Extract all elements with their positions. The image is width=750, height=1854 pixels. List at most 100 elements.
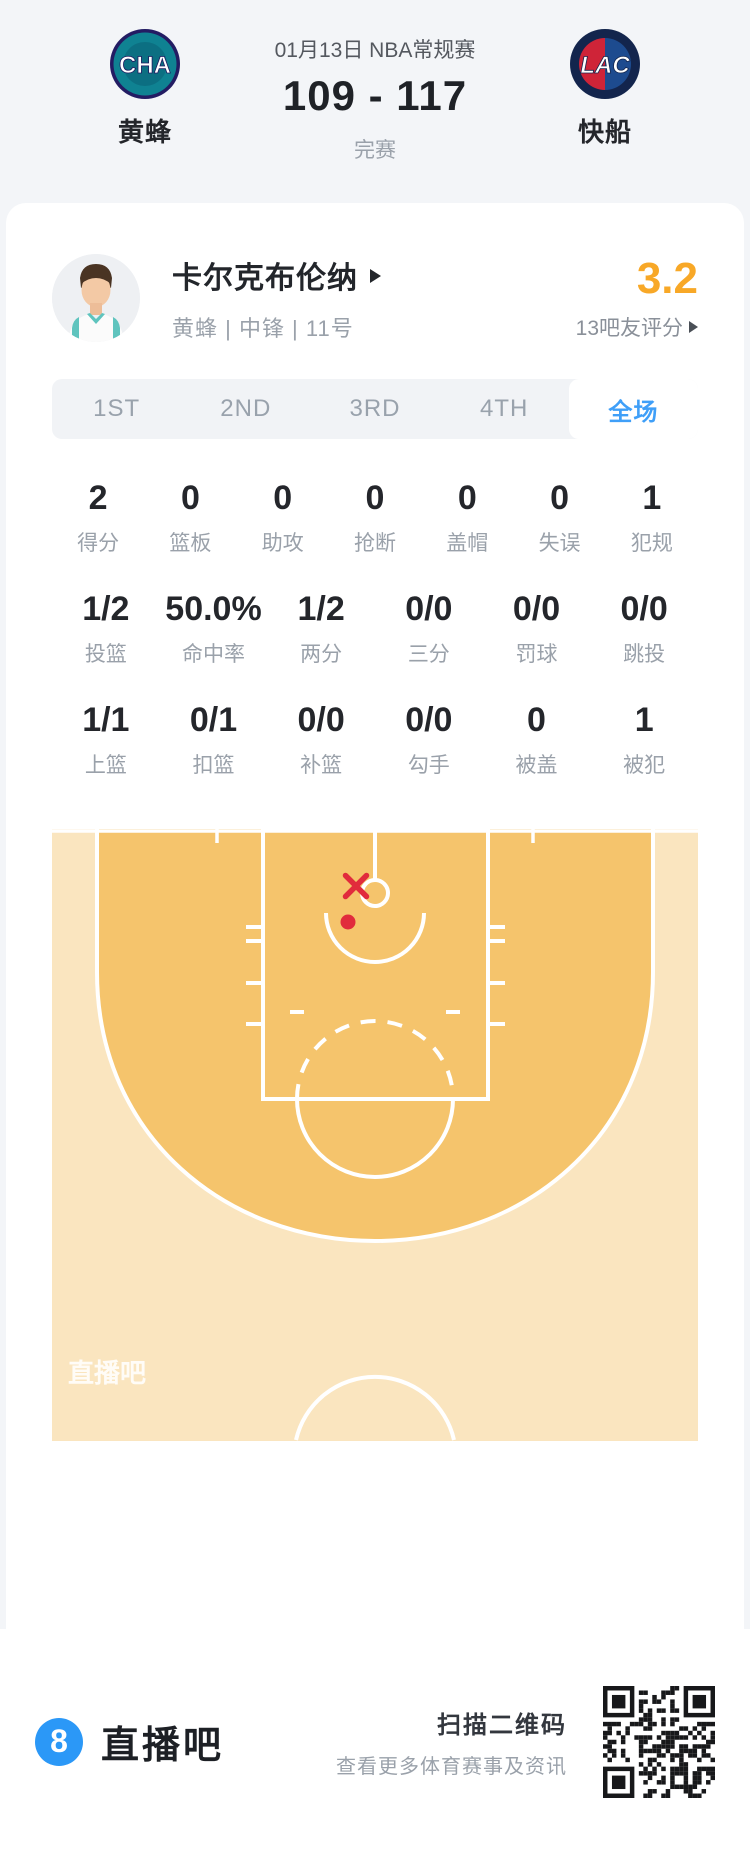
stat-putback: 0/0 补篮 (267, 701, 375, 779)
qr-code (603, 1685, 715, 1798)
qr-subtitle: 查看更多体育赛事及资讯 (336, 1755, 567, 1778)
match-header: CHA 黄蜂 01月13日 NBA常规赛 109 - 117 完赛 LAC 快船 (0, 0, 750, 203)
stat-value: 1/1 (82, 701, 130, 739)
player-name-row[interactable]: 卡尔克布伦纳 (172, 253, 576, 297)
stat-jumpshot: 0/0 跳投 (590, 590, 698, 668)
tab-1st[interactable]: 1ST (52, 379, 181, 439)
free-throw-circle-dashed (295, 1019, 455, 1100)
shot-chart-court: 直播吧 (52, 829, 698, 1441)
stat-label: 投篮 (84, 643, 127, 666)
stat-value: 1/2 (82, 590, 130, 628)
left-lane-hash-marks (246, 925, 263, 1026)
court-inner-area (97, 829, 653, 1241)
stat-ft: 0/0 罚球 (483, 590, 591, 668)
rating-value: 3.2 (636, 254, 698, 303)
stat-layup: 1/1 上篮 (52, 701, 160, 779)
stat-label: 跳投 (623, 643, 666, 666)
tab-2nd[interactable]: 2ND (181, 379, 310, 439)
stat-value: 1 (634, 701, 654, 739)
lane-box (261, 829, 490, 1101)
match-score: 109 - 117 (282, 72, 468, 119)
stat-value: 0 (180, 479, 200, 517)
three-point-line (95, 829, 655, 1244)
rating-arrow-icon (689, 321, 698, 333)
player-meta: 黄蜂 | 中锋 | 11号 (172, 316, 354, 341)
missed-shot-marker (342, 872, 370, 900)
right-lane-hash-marks (488, 925, 505, 1026)
stat-value: 0/0 (297, 701, 345, 739)
stat-fg: 1/2 投篮 (52, 590, 160, 668)
tab-full-game[interactable]: 全场 (568, 379, 699, 439)
qr-title: 扫描二维码 (437, 1711, 567, 1739)
stat-value: 50.0% (165, 590, 262, 628)
stats-row-basic: 2 得分 0 篮板 0 助攻 0 抢断 0 盖帽 0 失误 1 犯规 (6, 479, 744, 557)
stat-value: 0 (527, 701, 546, 739)
stat-label: 犯规 (630, 532, 673, 555)
stat-fouled: 1 被犯 (590, 701, 698, 779)
stat-label: 被犯 (623, 754, 666, 777)
qr-text-block: 扫描二维码 查看更多体育赛事及资讯 (336, 1705, 567, 1779)
svg-text:LAC: LAC (580, 52, 630, 79)
stat-label: 得分 (77, 532, 120, 555)
stat-steals: 0 抢断 (329, 479, 421, 557)
restricted-area-arc (324, 912, 426, 964)
court-watermark: 直播吧 (68, 1358, 146, 1388)
stat-label: 被盖 (515, 754, 558, 777)
stat-value: 2 (88, 479, 108, 517)
player-name: 卡尔克布伦纳 (172, 262, 358, 295)
tab-4th[interactable]: 4TH (440, 379, 569, 439)
stat-label: 上篮 (84, 754, 127, 777)
qr-code-image (603, 1685, 715, 1798)
away-team[interactable]: LAC 快船 (520, 28, 690, 149)
match-date: 01月13日 NBA常规赛 (274, 39, 476, 62)
court-lines (52, 829, 698, 1441)
stat-turnovers: 0 失误 (513, 479, 605, 557)
player-row: 卡尔克布伦纳 黄蜂 | 中锋 | 11号 3.2 13吧友评分 (6, 203, 744, 343)
brand-name: 直播吧 (101, 1725, 225, 1767)
brand-8-icon: 8 (35, 1717, 83, 1766)
stat-label: 两分 (300, 643, 343, 666)
match-status: 完赛 (354, 139, 396, 162)
stat-fg-pct: 50.0% 命中率 (160, 590, 268, 668)
stat-value: 0/0 (405, 701, 453, 739)
stat-blocks: 0 盖帽 (421, 479, 513, 557)
stat-label: 盖帽 (446, 532, 489, 555)
rating-box: 3.2 13吧友评分 (576, 254, 698, 342)
stat-label: 命中率 (181, 643, 245, 666)
stat-value: 0/0 (405, 590, 453, 628)
footer: 8 直播吧 扫描二维码 查看更多体育赛事及资讯 (0, 1629, 750, 1854)
stat-dunk: 0/1 扣篮 (160, 701, 268, 779)
home-team[interactable]: CHA 黄蜂 (60, 28, 230, 149)
free-throw-circle-solid (295, 1098, 455, 1179)
rating-label: 13吧友评分 (575, 317, 683, 340)
player-info: 卡尔克布伦纳 黄蜂 | 中锋 | 11号 (172, 253, 576, 343)
stat-value: 0 (550, 479, 570, 517)
stat-value: 1/2 (297, 590, 345, 628)
player-avatar[interactable] (52, 254, 140, 342)
stat-3pt: 0/0 三分 (375, 590, 483, 668)
stats-row-shooting: 1/2 投篮 50.0% 命中率 1/2 两分 0/0 三分 0/0 罚球 0/0 跳投 (6, 590, 744, 668)
rating-label-row[interactable]: 13吧友评分 (576, 312, 698, 342)
stat-value: 0 (457, 479, 477, 517)
stat-value: 0 (365, 479, 385, 517)
away-team-logo-lac: LAC (570, 29, 640, 99)
away-team-name: 快船 (577, 117, 632, 147)
player-stats-card: 卡尔克布伦纳 黄蜂 | 中锋 | 11号 3.2 13吧友评分 1ST 2ND … (6, 203, 744, 1629)
stat-label: 篮板 (169, 532, 212, 555)
brand: 8 直播吧 (35, 1714, 224, 1769)
shot-marks (340, 872, 370, 930)
svg-text:CHA: CHA (119, 52, 171, 79)
stat-label: 抢断 (353, 532, 396, 555)
stat-label: 三分 (407, 643, 450, 666)
stat-label: 扣篮 (192, 754, 235, 777)
home-team-logo-cha: CHA (110, 29, 180, 99)
stat-value: 0 (273, 479, 293, 517)
tab-3rd[interactable]: 3RD (310, 379, 439, 439)
stat-fouls: 1 犯规 (606, 479, 698, 557)
stat-value: 0/0 (620, 590, 668, 628)
stat-label: 罚球 (515, 643, 558, 666)
stat-label: 助攻 (261, 532, 304, 555)
stat-points: 2 得分 (52, 479, 144, 557)
player-detail-arrow-icon (370, 269, 381, 283)
